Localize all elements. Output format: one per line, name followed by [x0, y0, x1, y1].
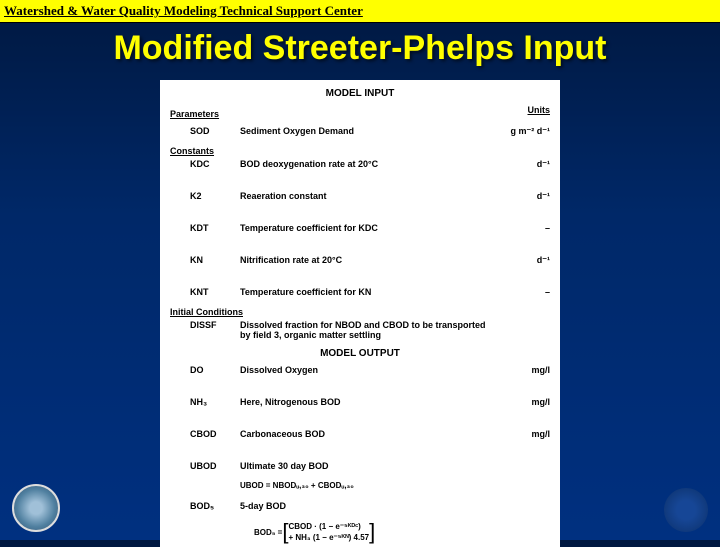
unit-kn: d⁻¹: [490, 255, 550, 266]
unit-k2: d⁻¹: [490, 191, 550, 202]
formula-lhs: BOD₅ =: [254, 527, 282, 538]
unit-kdc: d⁻¹: [490, 159, 550, 170]
sym-sod: SOD: [170, 126, 240, 136]
desc-kdt: Temperature coefficient for KDC: [240, 223, 490, 233]
sym-ubod: UBOD: [170, 461, 240, 471]
row-k2: K2 Reaeration constant d⁻¹: [170, 191, 550, 207]
row-knt: KNT Temperature coefficient for KN –: [170, 287, 550, 303]
row-nh3: NH₃ Here, Nitrogenous BOD mg/l: [170, 397, 550, 413]
model-input-header: MODEL INPUT: [170, 88, 550, 99]
row-kdc: KDC BOD deoxygenation rate at 20°C d⁻¹: [170, 159, 550, 175]
unit-cbod: mg/l: [490, 429, 550, 439]
desc-do: Dissolved Oxygen: [240, 365, 490, 375]
model-output-header: MODEL OUTPUT: [170, 348, 550, 359]
formula-line1: CBOD · (1 − e⁻⁵ᴷᴰᶜ): [288, 522, 360, 531]
sym-k2: K2: [170, 191, 240, 201]
unit-sod: g m⁻² d⁻¹: [490, 126, 550, 137]
desc-kn: Nitrification rate at 20°C: [240, 255, 490, 265]
desc-bod5: 5-day BOD: [240, 501, 490, 511]
units-label: Units: [490, 105, 550, 115]
epa-seal-icon: [12, 484, 60, 532]
sym-bod5: BOD₅: [170, 501, 240, 511]
unit-do: mg/l: [490, 365, 550, 375]
row-kn: KN Nitrification rate at 20°C d⁻¹: [170, 255, 550, 271]
row-ubod2: UBOD = NBODᵤ,₃₀ + CBODᵤ,₃₀: [170, 481, 550, 497]
sym-do: DO: [170, 365, 240, 375]
row-dissf: DISSF Dissolved fraction for NBOD and CB…: [170, 320, 550, 340]
desc-nh3: Here, Nitrogenous BOD: [240, 397, 490, 407]
row-sod: SOD Sediment Oxygen Demand g m⁻² d⁻¹: [170, 126, 550, 142]
row-do: DO Dissolved Oxygen mg/l: [170, 365, 550, 381]
row-cbod: CBOD Carbonaceous BOD mg/l: [170, 429, 550, 445]
desc-dissf: Dissolved fraction for NBOD and CBOD to …: [240, 320, 490, 340]
model-box: MODEL INPUT Parameters Units SOD Sedimen…: [160, 80, 560, 547]
sym-knt: KNT: [170, 287, 240, 297]
sym-kdt: KDT: [170, 223, 240, 233]
desc-cbod: Carbonaceous BOD: [240, 429, 490, 439]
constants-label: Constants: [170, 146, 550, 156]
unit-kdt: –: [490, 223, 550, 233]
desc-sod: Sediment Oxygen Demand: [240, 126, 490, 136]
sym-kdc: KDC: [170, 159, 240, 169]
desc-k2: Reaeration constant: [240, 191, 490, 201]
sym-cbod: CBOD: [170, 429, 240, 439]
row-kdt: KDT Temperature coefficient for KDC –: [170, 223, 550, 239]
globe-icon: [664, 488, 708, 532]
header-bar: Watershed & Water Quality Modeling Techn…: [0, 0, 720, 23]
row-bod5: BOD₅ 5-day BOD: [170, 501, 550, 517]
desc-ubod2: UBOD = NBODᵤ,₃₀ + CBODᵤ,₃₀: [240, 481, 490, 490]
page-title: Modified Streeter-Phelps Input: [0, 29, 720, 68]
row-ubod: UBOD Ultimate 30 day BOD: [170, 461, 550, 477]
desc-knt: Temperature coefficient for KN: [240, 287, 490, 297]
initial-label: Initial Conditions: [170, 307, 550, 317]
formula-line2: + NH₃ (1 − e⁻⁵ᴷᴺ) 4.57: [288, 533, 369, 542]
sym-nh3: NH₃: [170, 397, 240, 407]
unit-nh3: mg/l: [490, 397, 550, 407]
desc-ubod: Ultimate 30 day BOD: [240, 461, 490, 471]
params-label: Parameters: [170, 109, 240, 119]
sym-kn: KN: [170, 255, 240, 265]
desc-kdc: BOD deoxygenation rate at 20°C: [240, 159, 490, 169]
unit-knt: –: [490, 287, 550, 297]
header-org: Watershed & Water Quality Modeling Techn…: [4, 3, 363, 18]
sym-dissf: DISSF: [170, 320, 240, 330]
